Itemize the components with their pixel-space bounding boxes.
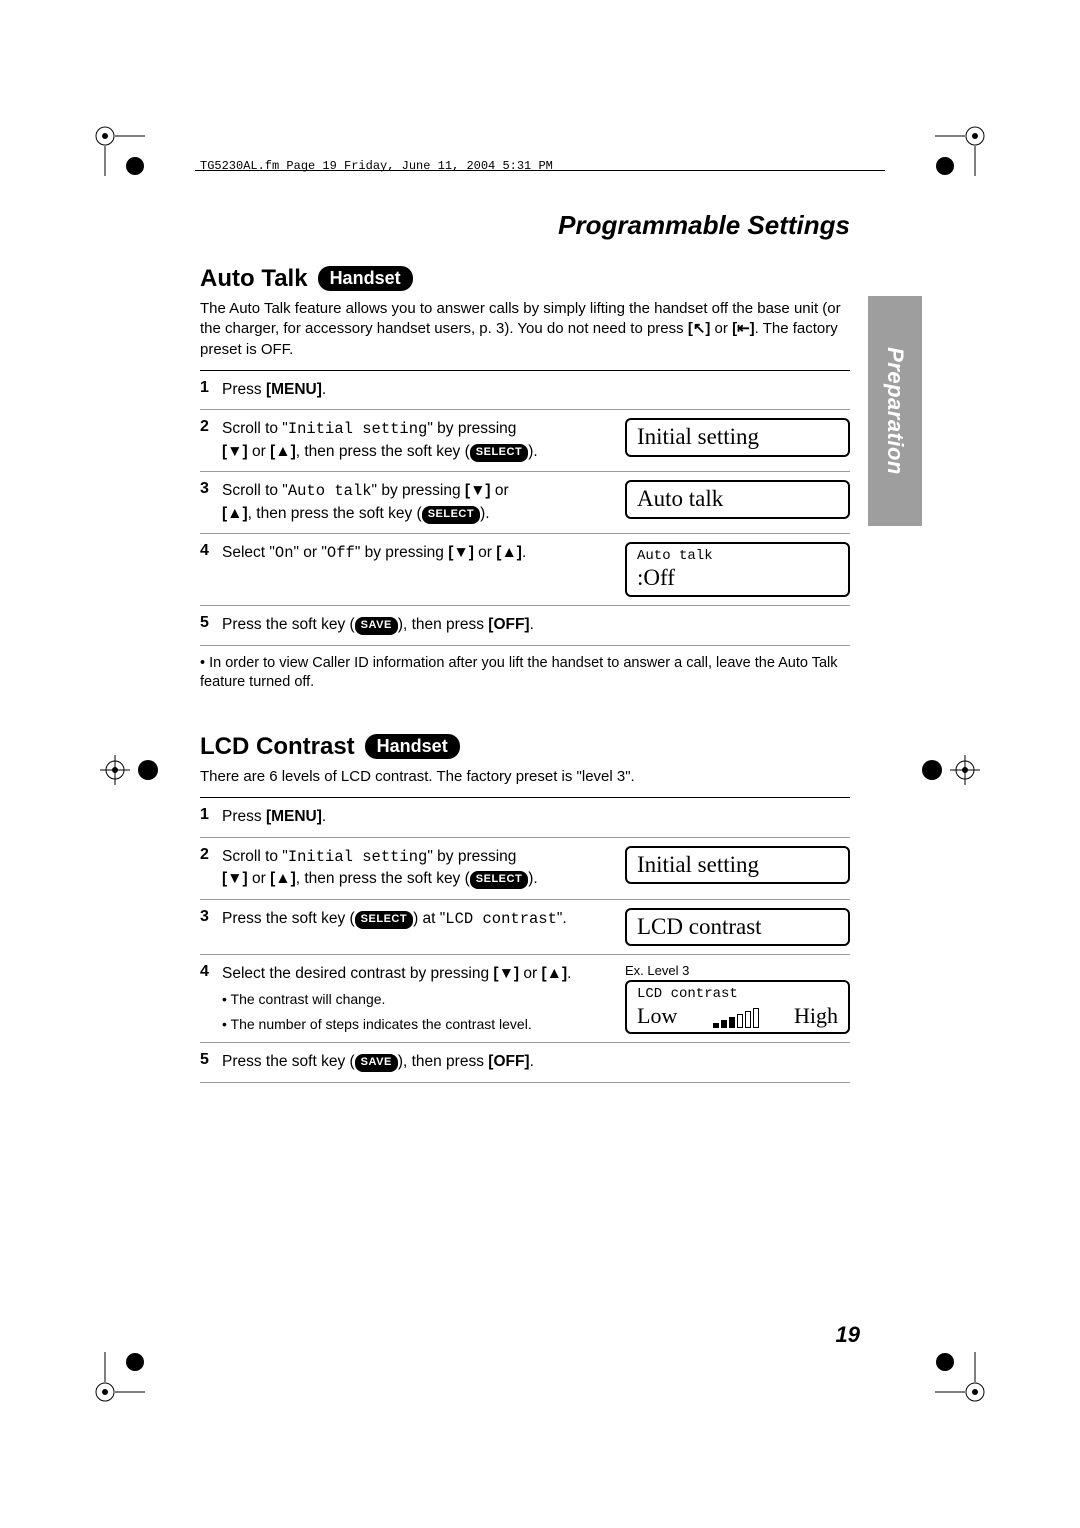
step-text: Select "On" or "Off" by pressing [▼] or … — [222, 542, 613, 564]
step-number: 1 — [200, 379, 222, 397]
step-number: 2 — [200, 418, 222, 436]
side-tab-label: Preparation — [882, 347, 908, 475]
lcd-display: Initial setting — [625, 846, 850, 884]
lcd-example-label: Ex. Level 3 — [625, 963, 850, 978]
select-key: SELECT — [355, 911, 413, 929]
step-text: Press the soft key (SAVE), then press [O… — [222, 614, 850, 636]
select-key: SELECT — [422, 506, 480, 524]
lcd-display: LCD contrast — [625, 908, 850, 946]
auto-talk-steps: 1 Press [MENU]. 2 Scroll to "Initial set… — [200, 370, 850, 646]
step-text: Press the soft key (SELECT) at "LCD cont… — [222, 908, 613, 930]
lcd-display: Auto talk :Off — [625, 542, 850, 597]
select-key: SELECT — [470, 871, 528, 889]
step-number: 3 — [200, 480, 222, 498]
lcd-contrast-intro: There are 6 levels of LCD contrast. The … — [200, 767, 850, 787]
save-key: SAVE — [355, 1054, 398, 1072]
step-number: 1 — [200, 806, 222, 824]
step-text: Scroll to "Initial setting" by pressing … — [222, 846, 613, 891]
step-number: 4 — [200, 542, 222, 560]
crop-mark-top-left — [95, 126, 145, 176]
page-title: Programmable Settings — [200, 210, 850, 241]
step-text: Press [MENU]. — [222, 806, 850, 828]
handset-badge: Handset — [365, 734, 460, 759]
save-key: SAVE — [355, 617, 398, 635]
step-number: 3 — [200, 908, 222, 926]
lcd-display: Auto talk — [625, 480, 850, 518]
header-rule — [195, 170, 885, 171]
step-number: 5 — [200, 614, 222, 632]
lcd-display: LCD contrast Low High — [625, 980, 850, 1034]
step-number: 4 — [200, 963, 222, 981]
contrast-bar-icon — [713, 1003, 759, 1028]
registration-mark-left — [100, 755, 160, 789]
handset-badge: Handset — [318, 266, 413, 291]
auto-talk-heading-text: Auto Talk — [200, 265, 308, 293]
page-number: 19 — [836, 1322, 860, 1348]
step-text: Press [MENU]. — [222, 379, 850, 401]
step-number: 5 — [200, 1051, 222, 1069]
select-key: SELECT — [470, 444, 528, 462]
crop-mark-bottom-right — [935, 1352, 985, 1402]
step-text: Scroll to "Initial setting" by pressing … — [222, 418, 613, 463]
auto-talk-intro: The Auto Talk feature allows you to answ… — [200, 299, 850, 360]
step-text: Press the soft key (SAVE), then press [O… — [222, 1051, 850, 1073]
lcd-display: Initial setting — [625, 418, 850, 456]
crop-mark-top-right — [935, 126, 985, 176]
registration-mark-right — [920, 755, 980, 789]
auto-talk-note: In order to view Caller ID information a… — [200, 654, 850, 693]
lcd-contrast-steps: 1 Press [MENU]. 2 Scroll to "Initial set… — [200, 797, 850, 1082]
lcd-contrast-heading-text: LCD Contrast — [200, 733, 355, 761]
step-text: Scroll to "Auto talk" by pressing [▼] or… — [222, 480, 613, 525]
lcd-contrast-heading: LCD Contrast Handset — [200, 733, 850, 761]
side-tab-preparation: Preparation — [868, 296, 922, 526]
crop-mark-bottom-left — [95, 1352, 145, 1402]
step-number: 2 — [200, 846, 222, 864]
auto-talk-heading: Auto Talk Handset — [200, 265, 850, 293]
step-text: Select the desired contrast by pressing … — [222, 963, 613, 1034]
